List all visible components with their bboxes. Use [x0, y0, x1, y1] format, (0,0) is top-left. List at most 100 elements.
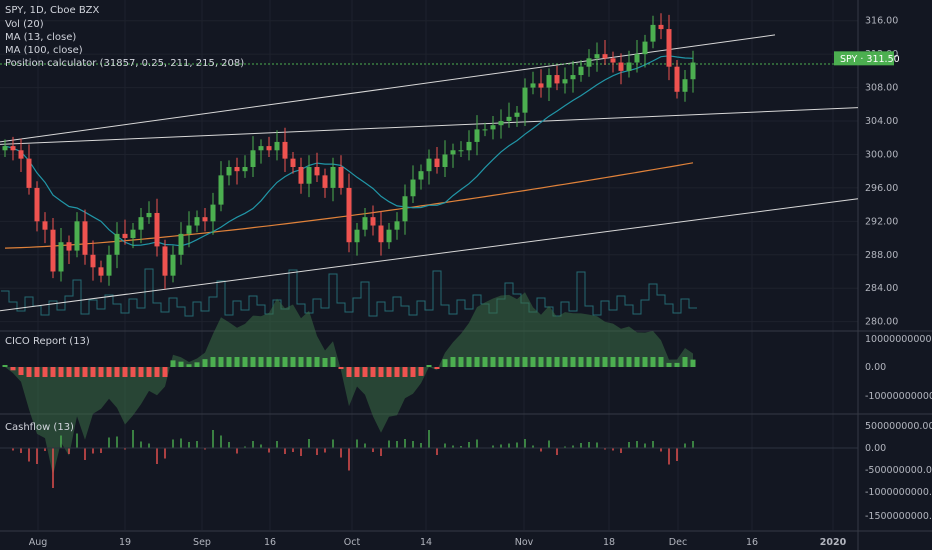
x-tick-label: 14: [420, 537, 432, 548]
candle-body: [226, 167, 232, 176]
candle-body: [634, 54, 640, 63]
volume-series: [1, 268, 697, 317]
candle-body: [154, 212, 160, 247]
candle-body: [146, 212, 152, 218]
candle-body: [506, 116, 512, 122]
cico-tick-label: 0.00: [865, 362, 886, 373]
cashflow-tick-label: 0.00: [865, 443, 886, 454]
cico-bar: [90, 367, 96, 377]
cico-bar: [378, 367, 384, 377]
candle-body: [402, 196, 408, 222]
cico-bar: [458, 357, 464, 367]
candle-body: [362, 217, 368, 230]
candle-body: [106, 254, 112, 276]
cico-bar: [138, 367, 144, 377]
cico-bar: [538, 357, 544, 367]
candle-body: [594, 54, 600, 59]
cico-bar: [202, 359, 208, 367]
cico-bar: [506, 357, 512, 367]
cico-bar: [394, 367, 400, 377]
candle-body: [258, 146, 264, 151]
legend-position-calculator: Position calculator (31857, 0.25, 211, 2…: [5, 58, 245, 69]
cico-bar: [522, 357, 528, 367]
candle-body: [610, 58, 616, 63]
candle-body: [642, 41, 648, 55]
cico-bar: [242, 357, 248, 367]
cico-bar: [42, 367, 48, 377]
candle-body: [218, 175, 224, 205]
candle-body: [482, 129, 488, 131]
cico-bar: [490, 357, 496, 367]
candle-body: [418, 171, 424, 180]
x-tick-label: Aug: [29, 537, 48, 548]
cico-bar: [634, 357, 640, 367]
cico-bar: [314, 357, 320, 367]
cico-bar: [66, 367, 72, 377]
last-price-tag-label: SPY · 311.50: [840, 54, 900, 65]
trend-line: [0, 34, 776, 143]
cico-bar: [610, 357, 616, 367]
cico-bar: [674, 362, 680, 367]
cico-bar: [258, 357, 264, 367]
candle-body: [178, 233, 184, 255]
candle-body: [98, 267, 104, 276]
candle-body: [442, 154, 448, 167]
cico-bar: [354, 367, 360, 377]
candle-body: [690, 62, 696, 80]
legend-ma100: MA (100, close): [5, 45, 83, 56]
candle-body: [114, 233, 120, 255]
price-tick-label: 304.00: [865, 116, 898, 127]
candle-body: [354, 229, 360, 243]
price-tick-label: 280.00: [865, 317, 898, 328]
cico-bar: [498, 357, 504, 367]
cico-bar: [658, 357, 664, 367]
x-tick-label: 16: [264, 537, 276, 548]
cico-bar: [170, 360, 176, 367]
cico-bar: [266, 357, 272, 367]
cico-bar: [554, 357, 560, 367]
cico-bar: [10, 367, 16, 371]
candle-body: [370, 217, 376, 226]
candle-body: [170, 254, 176, 276]
x-tick-label: Oct: [344, 537, 361, 548]
candle-body: [426, 158, 432, 172]
cico-bar: [122, 367, 128, 377]
cico-bar: [602, 357, 608, 367]
cico-bar: [194, 362, 200, 367]
cico-bar: [362, 367, 368, 377]
candle-body: [586, 58, 592, 67]
cico-bar: [570, 357, 576, 367]
cico-bar: [682, 357, 688, 367]
cico-bar: [626, 357, 632, 367]
candle-body: [74, 221, 80, 251]
candle-body: [290, 158, 296, 167]
cico-bar: [594, 357, 600, 367]
cico-bar: [338, 367, 344, 369]
cico-bar: [162, 367, 168, 377]
cico-bar: [98, 367, 104, 377]
candle-body: [458, 150, 464, 152]
cico-bar: [330, 357, 336, 367]
candle-body: [498, 121, 504, 126]
candle-body: [674, 66, 680, 92]
cico-bar: [586, 357, 592, 367]
candle-body: [386, 229, 392, 243]
candle-body: [530, 83, 536, 88]
cico-bar: [434, 367, 440, 369]
cico-bar: [50, 367, 56, 377]
candle-body: [538, 83, 544, 88]
cico-bar: [386, 367, 392, 377]
cico-bar: [514, 357, 520, 367]
candle-body: [58, 242, 64, 272]
candle-body: [66, 242, 72, 251]
candle-body: [250, 150, 256, 167]
cashflow-tick-label: 500000000.00: [865, 421, 932, 432]
candle-body: [162, 246, 168, 276]
cico-bar: [418, 367, 424, 376]
candle-body: [562, 79, 568, 84]
price-tick-label: 316.00: [865, 16, 898, 27]
cico-bar: [234, 357, 240, 367]
cico-bar: [58, 367, 64, 377]
